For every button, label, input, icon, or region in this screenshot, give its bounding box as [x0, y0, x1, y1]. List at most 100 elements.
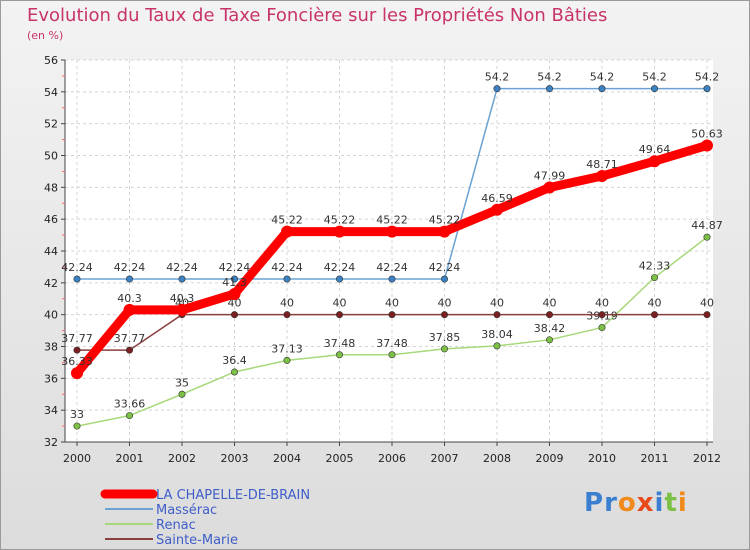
- data-label: 41.3: [222, 276, 247, 289]
- data-point: [231, 368, 239, 376]
- data-label: 40: [438, 297, 452, 310]
- data-label: 49.64: [639, 143, 671, 156]
- data-point: [650, 311, 658, 319]
- logo-letter: r: [604, 488, 618, 518]
- data-label: 36.4: [222, 354, 247, 367]
- data-label: 40.3: [170, 292, 195, 305]
- data-label: 40: [543, 297, 557, 310]
- data-point: [73, 422, 81, 430]
- series-renac: 33 33.66 35 36.4 37.13 37.48 37.48 37.85 38.04 38…: [70, 219, 723, 430]
- chart-unit-label: (en %): [27, 29, 64, 42]
- y-tick-label: 54: [44, 86, 58, 99]
- data-label: 45.22: [324, 214, 356, 227]
- data-label: 50.63: [691, 127, 723, 140]
- legend-item: LA CHAPELLE-DE-BRAIN: [100, 488, 310, 503]
- data-point: [73, 275, 81, 283]
- y-tick-label: 32: [44, 436, 58, 449]
- logo-letter: o: [617, 488, 637, 518]
- data-point: [283, 311, 291, 319]
- legend-item: Renac: [105, 518, 196, 533]
- data-point: [650, 85, 658, 93]
- data-point: [386, 225, 398, 238]
- data-point: [493, 342, 501, 350]
- data-label: 54.2: [695, 71, 720, 84]
- data-label: 40: [595, 297, 609, 310]
- data-point: [283, 356, 291, 364]
- data-point: [545, 336, 553, 344]
- data-label: 40: [490, 297, 504, 310]
- data-point: [123, 303, 136, 316]
- y-tick-label: 52: [44, 118, 58, 131]
- data-label: 48.71: [586, 158, 618, 171]
- x-tick-label: 2001: [116, 452, 144, 465]
- data-label: 37.13: [271, 342, 303, 355]
- data-point: [703, 85, 711, 93]
- proxiti-logo: Proxiti: [584, 488, 688, 518]
- data-label: 40.3: [117, 292, 142, 305]
- x-tick-label: 2010: [588, 452, 616, 465]
- legend-item: Sainte-Marie: [105, 533, 238, 548]
- data-point: [596, 170, 608, 183]
- data-point: [493, 311, 501, 319]
- data-label: 54.2: [485, 71, 510, 84]
- data-point: [545, 311, 553, 319]
- data-point: [598, 324, 606, 332]
- legend-label: Massérac: [156, 503, 217, 518]
- data-point: [178, 390, 186, 398]
- data-point: [231, 275, 239, 283]
- data-label: 37.48: [324, 337, 356, 350]
- data-label: 40: [385, 297, 399, 310]
- data-label: 33.66: [114, 398, 146, 411]
- y-tick-label: 40: [44, 309, 58, 322]
- series-la-chapelle-de-brain: 36.33 40.3 40.3 41.3 45.22 45.22 45.22 45.22 46.…: [61, 127, 723, 380]
- data-point: [493, 85, 501, 93]
- legend-label: Sainte-Marie: [156, 533, 238, 548]
- legend-label: LA CHAPELLE-DE-BRAIN: [156, 488, 310, 503]
- data-label: 42.33: [639, 260, 671, 273]
- data-point: [228, 287, 241, 300]
- data-point: [438, 225, 451, 238]
- data-point: [388, 275, 396, 283]
- x-tick-label: 2012: [693, 452, 721, 465]
- data-label: 35: [175, 376, 189, 389]
- data-label: 40: [333, 297, 347, 310]
- x-tick-label: 2003: [221, 452, 249, 465]
- data-label: 44.87: [691, 219, 723, 232]
- data-label: 37.77: [114, 332, 146, 345]
- data-label: 54.2: [537, 71, 562, 84]
- data-point: [126, 346, 134, 354]
- y-tick-label: 48: [44, 181, 58, 194]
- data-label: 45.22: [271, 214, 303, 227]
- x-tick-label: 2006: [378, 452, 406, 465]
- data-point: [335, 275, 343, 283]
- data-label: 33: [70, 408, 84, 421]
- data-point: [73, 346, 81, 354]
- data-label: 47.99: [534, 169, 566, 182]
- data-point: [176, 303, 188, 316]
- data-label: 40: [228, 297, 242, 310]
- data-label: 42.24: [429, 261, 461, 274]
- data-point: [703, 311, 711, 319]
- data-label: 42.24: [376, 261, 408, 274]
- data-point: [598, 85, 606, 93]
- data-point: [598, 311, 606, 319]
- data-point: [71, 367, 83, 380]
- data-label: 42.24: [271, 261, 303, 274]
- data-point: [703, 233, 711, 241]
- data-point: [126, 275, 134, 283]
- data-point: [543, 181, 556, 194]
- data-point: [388, 351, 396, 359]
- logo-letter: x: [636, 488, 655, 518]
- data-label: 40: [280, 297, 294, 310]
- data-label: 42.24: [114, 261, 146, 274]
- y-tick-label: 56: [44, 54, 58, 67]
- data-label: 54.2: [590, 71, 615, 84]
- data-label: 54.2: [642, 71, 667, 84]
- data-point: [178, 275, 186, 283]
- data-point: [335, 311, 343, 319]
- data-label: 42.24: [166, 261, 198, 274]
- chart-title: Evolution du Taux de Taxe Foncière sur l…: [27, 5, 608, 26]
- logo-letter: t: [664, 488, 678, 518]
- y-tick-label: 38: [44, 341, 58, 354]
